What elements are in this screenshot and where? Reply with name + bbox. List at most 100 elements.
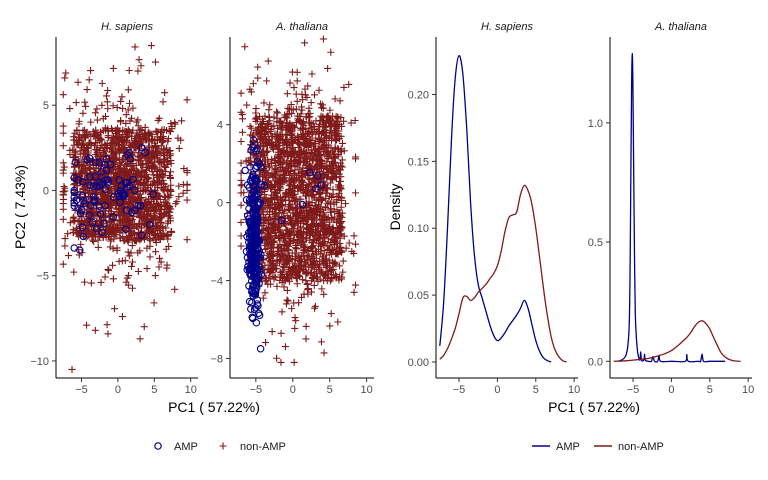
scatter-at-non-amp-point (323, 242, 331, 250)
scatter-at-non-amp-point (339, 139, 347, 147)
scatter-at-non-amp-point (296, 140, 304, 148)
scatter-at-non-amp-point (284, 245, 292, 253)
scatter-hs-non-amp-point (109, 261, 117, 269)
scatter-hs-non-amp-point (124, 106, 132, 114)
scatter-at-non-amp-point (312, 156, 320, 164)
scatter-hs-amp-point (98, 168, 106, 176)
scatter-hs-non-amp-point (118, 313, 126, 321)
scatter-at-non-amp-point (289, 133, 297, 141)
scatter-hs-non-amp-point (134, 249, 142, 257)
scatter-hs-non-amp-point (167, 120, 175, 128)
scatter-hs-amp-point (101, 160, 109, 169)
scatter-hs-non-amp-point (79, 127, 87, 135)
scatter-hs-non-amp-point (82, 130, 90, 138)
scatter-hs-non-amp-point (123, 212, 131, 220)
scatter-hs-non-amp-point (66, 151, 74, 159)
scatter-hs-non-amp-point (155, 114, 163, 122)
scatter-at-amp-point (249, 288, 258, 297)
scatter-at-non-amp-point (287, 101, 295, 109)
scatter-at-non-amp-point (293, 204, 301, 212)
scatter-hs-non-amp-point (157, 206, 165, 214)
scatter-hs-x-tick-label: 5 (151, 384, 157, 396)
scatter-hs-non-amp-point (151, 225, 159, 233)
scatter-hs-non-amp-point (175, 193, 183, 201)
scatter-at-non-amp-point (288, 221, 296, 229)
scatter-at-non-amp-point (282, 300, 290, 308)
scatter-at-non-amp-point (299, 266, 307, 274)
scatter-at-non-amp-point (243, 101, 251, 109)
scatter-at-non-amp-point (336, 211, 344, 219)
scatter-hs-amp-point (122, 225, 130, 234)
scatter-at-non-amp-point (302, 270, 310, 278)
scatter-hs-amp-point (101, 185, 109, 193)
scatter-at-non-amp-point (340, 83, 348, 91)
scatter-hs-non-amp-point (60, 163, 68, 171)
scatter-at-non-amp-point (271, 156, 279, 164)
scatter-hs-amp-point (136, 201, 145, 210)
scatter-hs-non-amp-point (128, 114, 136, 122)
scatter-hs-non-amp-point (151, 272, 159, 280)
scatter-hs-non-amp-point (140, 208, 148, 216)
scatter-hs-non-amp-point (102, 144, 110, 152)
scatter-hs-amp-point (95, 178, 103, 186)
scatter-at-non-amp-point (306, 209, 314, 217)
scatter-at-non-amp-point (308, 70, 316, 78)
scatter-at-non-amp-point (290, 174, 298, 182)
scatter-hs-non-amp-point (160, 187, 168, 195)
density-at-strip-title: A. thaliana (654, 21, 707, 33)
scatter-at-non-amp-point (262, 233, 270, 241)
scatter-at-non-amp-point (283, 140, 291, 148)
scatter-hs-non-amp-point (135, 194, 143, 202)
scatter-hs-non-amp-point (156, 224, 164, 232)
scatter-hs-non-amp-point (156, 205, 164, 213)
scatter-at-non-amp-point (337, 203, 345, 211)
scatter-at-non-amp-point (304, 110, 312, 118)
scatter-at-non-amp-point (283, 286, 291, 294)
scatter-at-non-amp-point (274, 109, 282, 117)
scatter-at-amp-point (313, 171, 322, 180)
scatter-at-non-amp-point (320, 272, 328, 280)
scatter-hs-non-amp-point (162, 144, 170, 152)
scatter-hs-non-amp-point (127, 217, 135, 225)
scatter-hs-non-amp-point (79, 109, 87, 117)
scatter-hs-non-amp-point (64, 230, 72, 238)
density-at-marks (613, 53, 741, 363)
scatter-at-non-amp-point (260, 147, 268, 155)
scatter-at-non-amp-point (289, 106, 297, 114)
scatter-hs-non-amp-point (102, 151, 110, 159)
scatter-at-amp-point (247, 305, 255, 313)
scatter-at-non-amp-point (302, 322, 310, 330)
scatter-at-non-amp-point (292, 156, 300, 164)
scatter-at-non-amp-point (325, 256, 333, 264)
scatter-at-non-amp-point (327, 192, 335, 200)
scatter-hs-amp-point (145, 220, 154, 229)
scatter-hs-non-amp-point (147, 42, 155, 50)
scatter-at-non-amp-point (270, 122, 278, 130)
scatter-hs-non-amp-point (60, 183, 68, 191)
scatter-hs-non-amp-point (97, 135, 105, 143)
scatter-hs-x-tick-label: 0 (115, 384, 121, 396)
scatter-at-non-amp-point (337, 223, 345, 231)
scatter-hs-amp-point (70, 244, 78, 252)
scatter-at-amp-point (255, 160, 264, 168)
scatter-at-non-amp-point (260, 216, 268, 224)
scatter-hs-non-amp-point (75, 117, 83, 125)
scatter-at-non-amp-point (338, 122, 346, 130)
scatter-hs-non-amp-point (72, 147, 80, 155)
scatter-at-non-amp-point (276, 228, 284, 236)
scatter-at-non-amp-point (335, 262, 343, 270)
scatter-hs-non-amp-point (124, 236, 132, 244)
scatter-at-non-amp-point (314, 235, 322, 243)
scatter-at-non-amp-point (350, 249, 358, 257)
scatter-at-non-amp-point (271, 213, 279, 221)
scatter-at-non-amp-point (352, 281, 360, 289)
scatter-hs-non-amp-point (74, 78, 82, 86)
scatter-hs-non-amp-point (104, 132, 112, 140)
scatter-at-non-amp-point (307, 119, 315, 127)
scatter-at-non-amp-point (247, 124, 255, 132)
scatter-at-non-amp-point (332, 169, 340, 177)
scatter-at-non-amp-point (328, 157, 336, 165)
scatter-hs-non-amp-point (144, 211, 152, 219)
scatter-at-non-amp-point (342, 200, 350, 208)
scatter-at-non-amp-point (294, 112, 302, 120)
